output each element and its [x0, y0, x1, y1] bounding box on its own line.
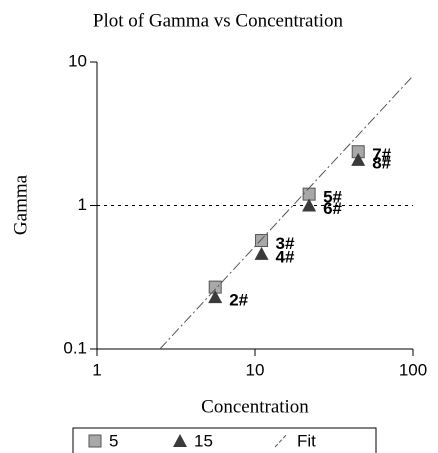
- square-marker: [88, 434, 102, 448]
- square-marker: [302, 187, 316, 201]
- triangle-marker: [351, 152, 366, 166]
- x-tick-label: 1: [92, 360, 101, 379]
- legend-label: Fit: [297, 431, 316, 450]
- square-marker: [255, 234, 269, 248]
- triangle-marker: [208, 290, 223, 304]
- point-label: 4#: [276, 247, 295, 266]
- point-label: 6#: [323, 199, 342, 218]
- y-tick-label: 10: [68, 51, 87, 70]
- y-axis-label: Gamma: [10, 174, 31, 235]
- y-tick-label: 0.1: [63, 338, 87, 357]
- point-label: 7#: [372, 145, 391, 164]
- x-tick-label: 10: [246, 360, 265, 379]
- y-tick-label: 1: [78, 195, 87, 214]
- legend-label: 5: [109, 431, 118, 450]
- x-axis-label: Concentration: [201, 396, 309, 417]
- point-label: 8#: [372, 153, 391, 172]
- fit-line: [159, 75, 414, 350]
- x-tick-label: 100: [399, 360, 427, 379]
- point-label: 5#: [323, 188, 342, 207]
- point-label: 3#: [276, 234, 295, 253]
- point-label: 2#: [229, 291, 248, 310]
- triangle-marker: [173, 434, 187, 447]
- legend-label: 15: [194, 431, 213, 450]
- triangle-marker: [254, 246, 269, 260]
- legend-line: [274, 433, 288, 448]
- chart-title: Plot of Gamma vs Concentration: [93, 10, 344, 31]
- legend-box: [72, 427, 377, 453]
- triangle-marker: [302, 198, 317, 212]
